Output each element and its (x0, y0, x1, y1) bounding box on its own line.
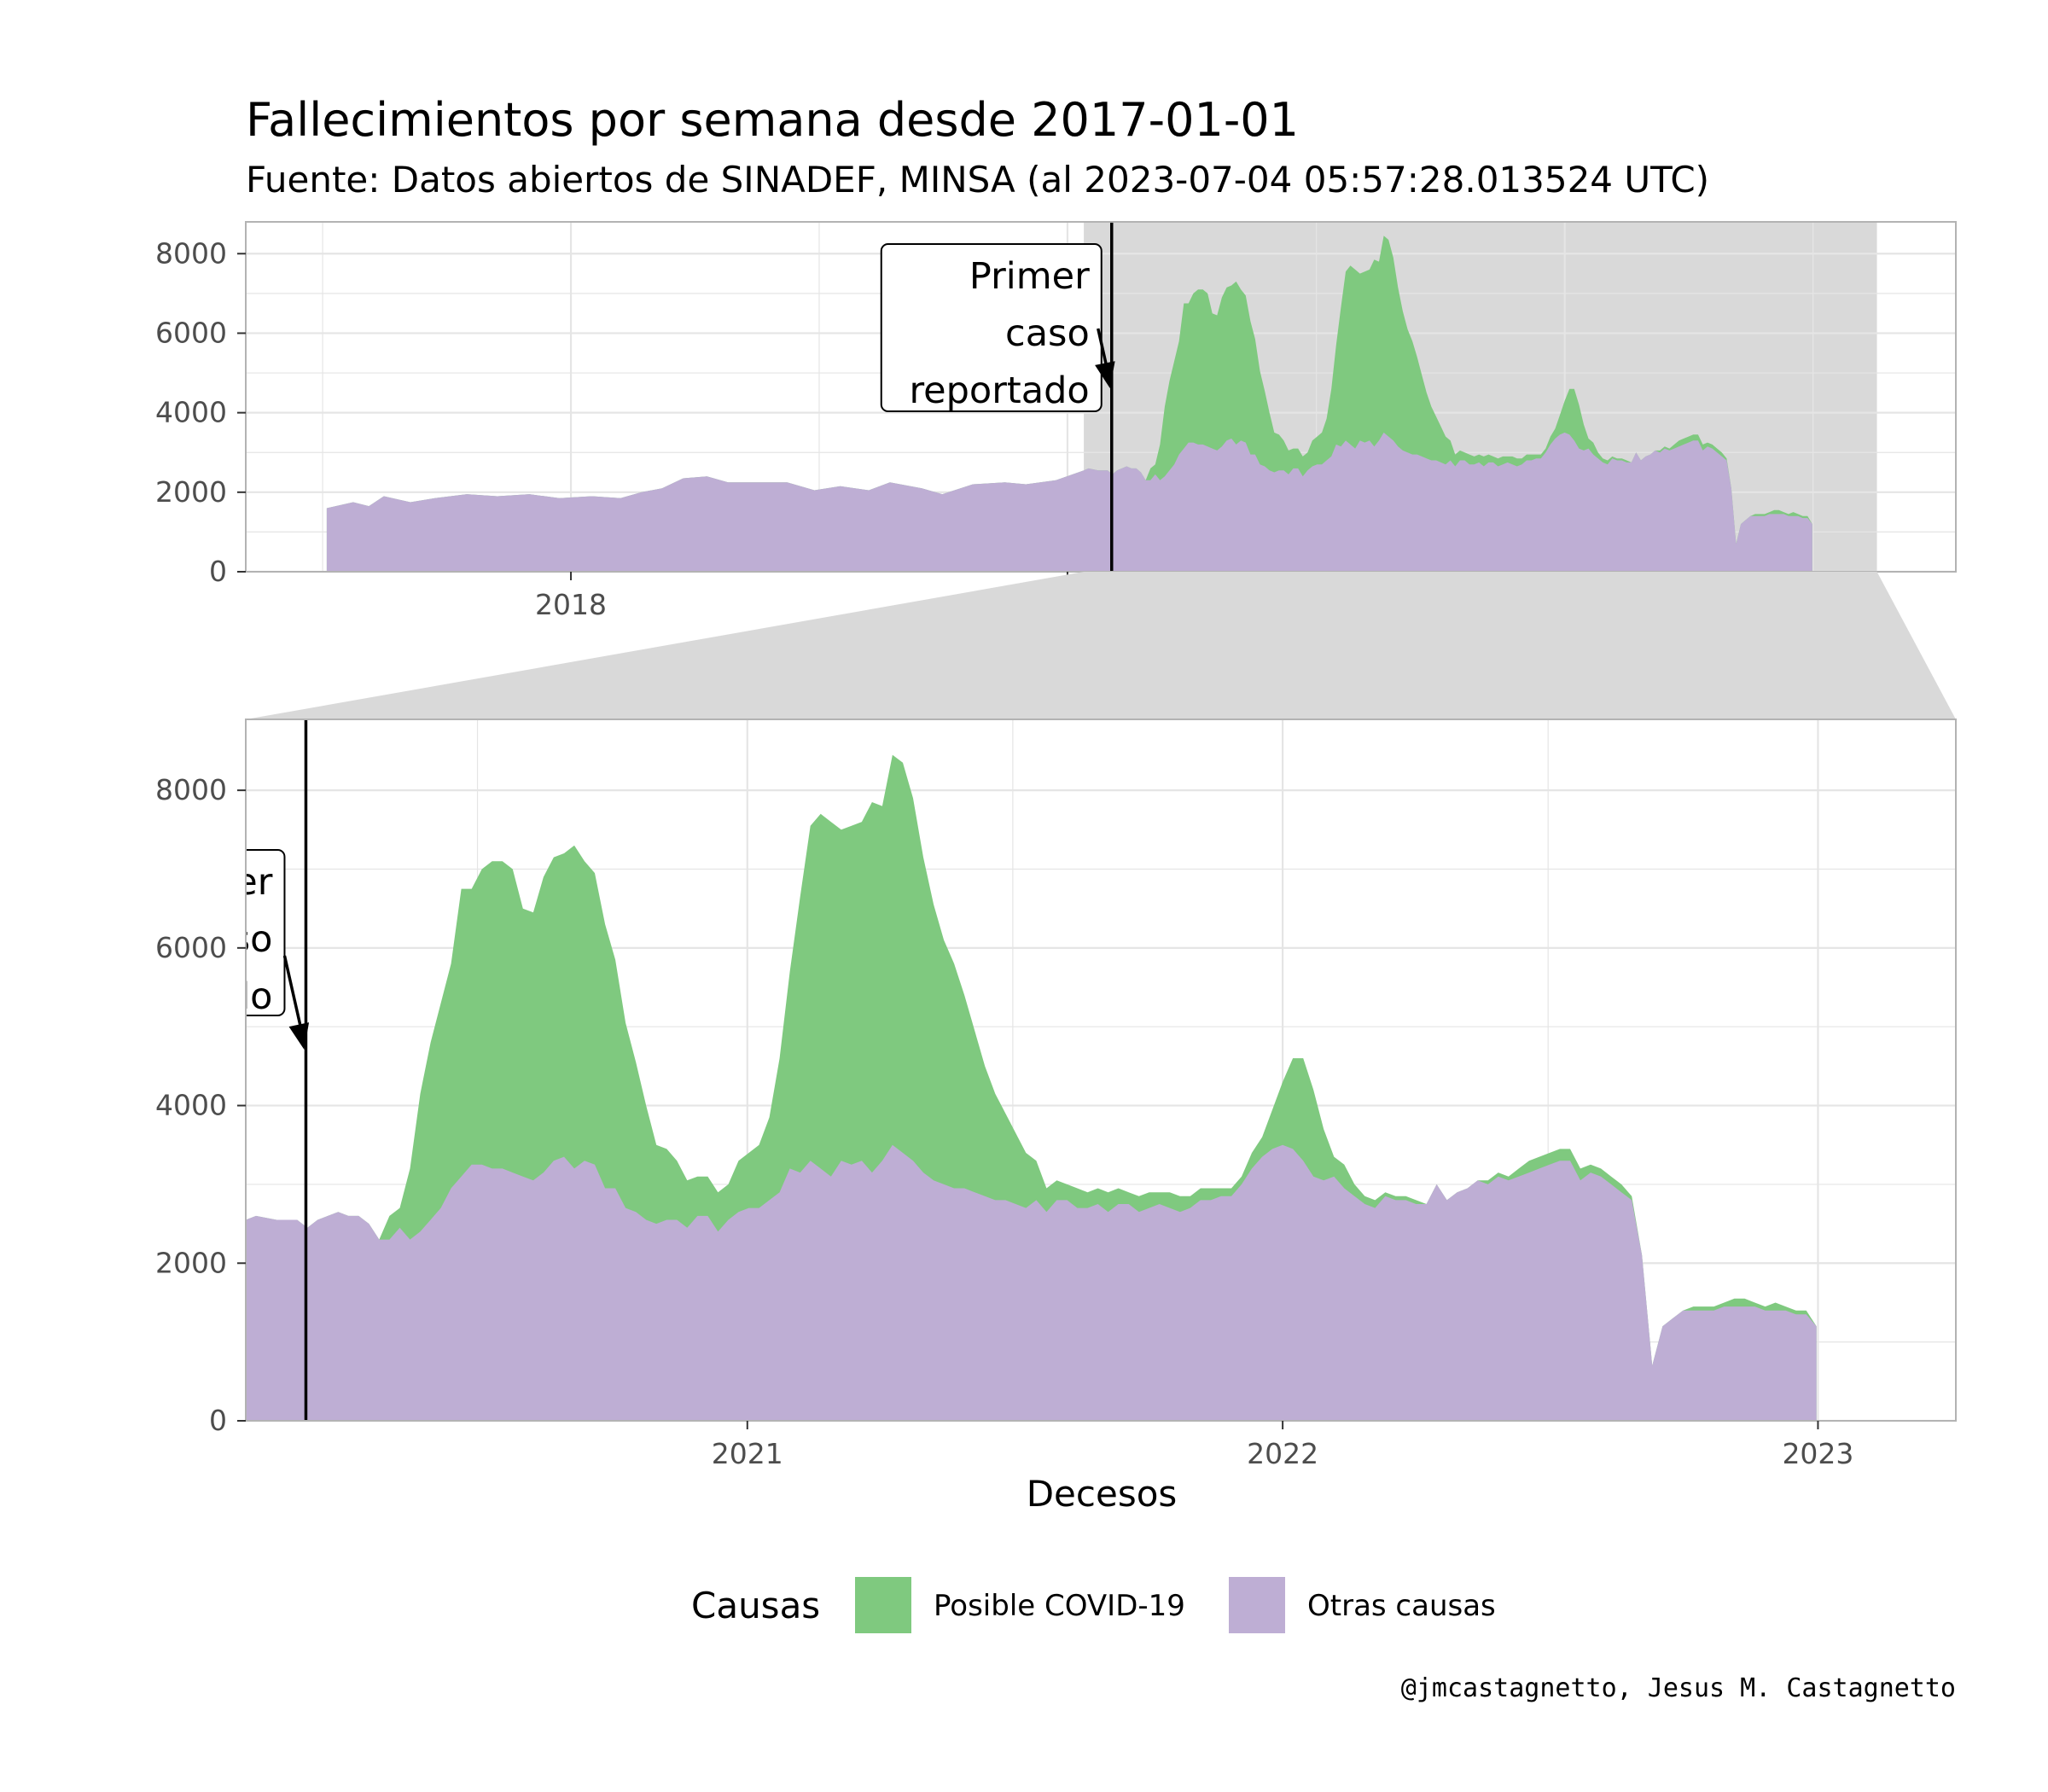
zoom-connector (246, 572, 1956, 719)
overview-area-otras (326, 432, 1812, 572)
zoom-annotation-arrowhead (288, 1022, 310, 1050)
overview-annotation: Primer caso reportado (880, 222, 1115, 572)
zoom-y-tick-label: 6000 (155, 931, 227, 964)
overview-annotation-line: Primer (969, 255, 1090, 298)
zoom-annotation-line: Primer (153, 861, 273, 904)
chart-subtitle: Fuente: Datos abiertos de SINADEF, MINSA… (246, 159, 1709, 201)
zoom-y-tick-label: 4000 (155, 1089, 227, 1122)
zoom-x-tick-label: 2022 (1247, 1437, 1318, 1470)
zoom-y-tick-label: 0 (209, 1404, 227, 1437)
overview-annotation-line: caso (1005, 312, 1090, 355)
zoom-y-tick-label: 2000 (155, 1246, 227, 1279)
zoom-annotation-line: caso (189, 918, 273, 961)
overview-y-tick-label: 0 (209, 555, 227, 588)
overview-panel: Primer caso reportado 0 2000 4000 6000 8000 2018… (155, 221, 1957, 621)
legend-swatch-otras (1229, 1577, 1285, 1633)
zoom-annotation-box (246, 849, 286, 1016)
caption: @jmcastagnetto, Jesus M. Castagnetto (1401, 1673, 1956, 1703)
legend: Causas Posible COVID-19 Otras causas (691, 1577, 1496, 1633)
zoom-y-tick-label: 8000 (155, 773, 227, 806)
overview-y-tick-label: 8000 (155, 236, 227, 270)
zoom-x-tick-label: 2021 (712, 1437, 783, 1470)
zoom-annotation-line: reportado (92, 975, 272, 1018)
zoom-area-otras (246, 1144, 1817, 1421)
zoom-panel-border (245, 719, 1957, 1422)
x-axis-title: Decesos (1027, 1473, 1178, 1515)
overview-annotation-line: reportado (909, 369, 1089, 412)
overview-y-tick-label: 2000 (155, 475, 227, 509)
zoom-annotation: Primer caso reportado (92, 719, 310, 1421)
zoom-x-tick-label: 2023 (1782, 1437, 1853, 1470)
zoom-panel: Primer caso reportado 0 2000 4000 6000 8000 2021… (92, 719, 1957, 1470)
legend-swatch-covid (855, 1577, 911, 1633)
overview-x-tick-label: 2018 (535, 588, 607, 621)
legend-label-otras: Otras causas (1307, 1589, 1496, 1623)
overview-annotation-box (880, 243, 1103, 412)
overview-annotation-arrowhead (1095, 361, 1115, 388)
legend-title: Causas (691, 1585, 820, 1626)
legend-label-covid: Posible COVID-19 (934, 1589, 1185, 1623)
chart-title: Fallecimientos por semana desde 2017-01-… (246, 93, 1299, 147)
overview-y-tick-label: 6000 (155, 316, 227, 349)
overview-y-tick-label: 4000 (155, 396, 227, 429)
